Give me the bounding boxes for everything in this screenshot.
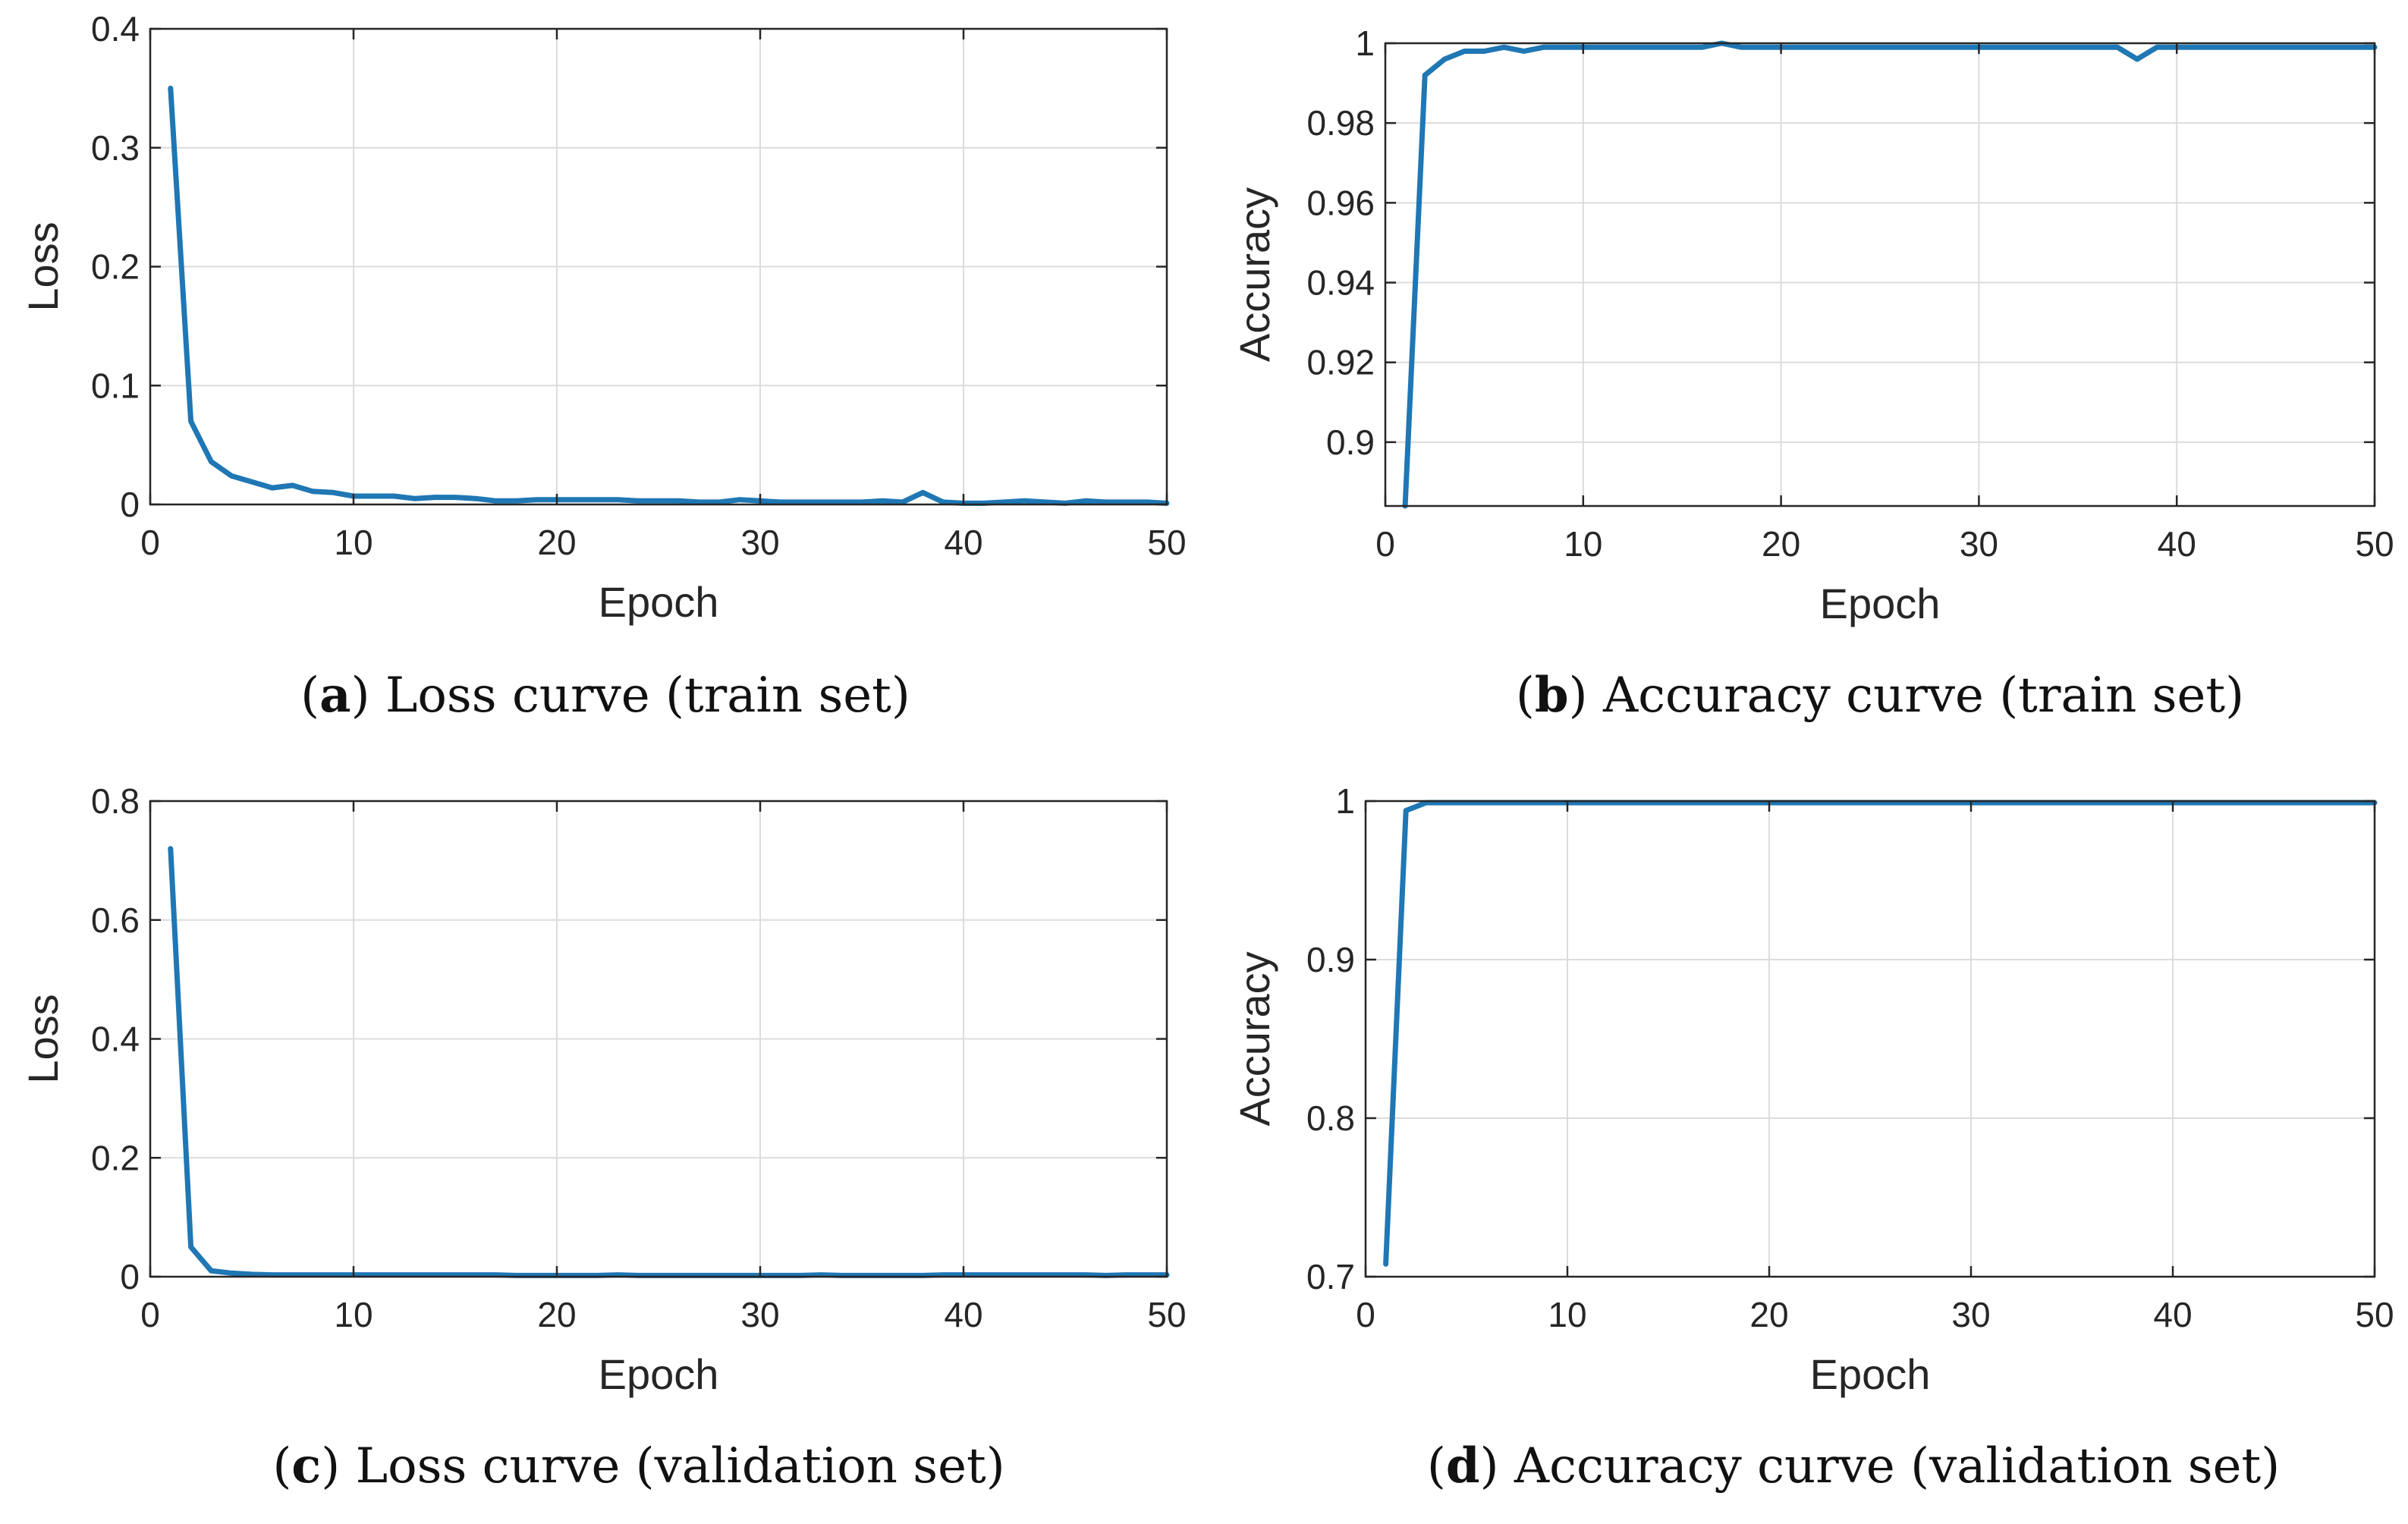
x-tick-label: 20 xyxy=(1749,1295,1788,1334)
x-tick-label: 0 xyxy=(140,523,160,562)
x-tick-label: 40 xyxy=(944,1295,982,1334)
x-tick-label: 40 xyxy=(944,523,982,562)
subfigure-caption: (b) Accuracy curve (train set) xyxy=(1516,667,2244,724)
axes-box xyxy=(1364,800,2376,1278)
y-tick-label: 0.4 xyxy=(91,1020,140,1059)
x-tick-label: 0 xyxy=(1356,1295,1375,1334)
y-axis-title: Loss xyxy=(19,994,67,1083)
y-tick-label: 0.6 xyxy=(91,900,140,940)
subfigure-caption: (c) Loss curve (validation set) xyxy=(272,1438,1004,1494)
x-tick-label: 20 xyxy=(537,1295,576,1334)
x-tick-label: 30 xyxy=(740,523,779,562)
series-line xyxy=(168,85,1170,506)
y-axis-title: Accuracy xyxy=(1231,951,1278,1126)
x-tick-label: 10 xyxy=(1564,524,1602,564)
x-tick-label: 20 xyxy=(1762,524,1800,564)
x-tick-label: 40 xyxy=(2158,524,2196,564)
panel-d-accuracy-validation: 0 10 20 30 40 50 0.7 0.8 0.9 1 Epoch Accuracy (d) Ac… xyxy=(1231,781,2394,1494)
y-axis-title: Loss xyxy=(19,222,67,311)
x-tick-label: 0 xyxy=(1375,524,1395,564)
x-tick-label: 50 xyxy=(1147,1295,1186,1334)
panel-a-loss-train: 0 10 20 30 40 50 0 0.1 0.2 0.3 0.4 Epoch Loss (a) Los… xyxy=(19,9,1187,724)
y-tick-label: 0.9 xyxy=(1306,940,1355,979)
y-tick-label: 0.8 xyxy=(1306,1098,1355,1138)
plot-area xyxy=(1366,801,2375,1277)
x-tick-label: 20 xyxy=(537,523,576,562)
x-tick-label: 30 xyxy=(740,1295,779,1334)
x-tick-label: 50 xyxy=(2355,524,2394,564)
y-tick-label: 0.3 xyxy=(91,128,140,168)
y-tick-label: 0.7 xyxy=(1306,1257,1355,1296)
y-tick-label: 0.2 xyxy=(91,1138,140,1177)
y-tick-label: 0.9 xyxy=(1326,423,1375,462)
subfigure-caption: (a) Loss curve (train set) xyxy=(300,667,910,724)
y-tick-label: 0.92 xyxy=(1306,343,1375,382)
x-axis-title: Epoch xyxy=(1820,580,1941,627)
x-tick-label: 10 xyxy=(334,523,373,562)
y-tick-label: 0 xyxy=(120,1257,140,1296)
x-tick-label: 0 xyxy=(140,1295,160,1334)
y-tick-label: 0.98 xyxy=(1306,103,1375,143)
x-axis-title: Epoch xyxy=(599,578,719,626)
y-tick-label: 1 xyxy=(1335,781,1355,821)
series-line xyxy=(168,846,1170,1278)
subfigure-caption: (d) Accuracy curve (validation set) xyxy=(1427,1438,2280,1494)
panel-c-loss-validation: 0 10 20 30 40 50 0 0.2 0.4 0.6 0.8 Epoch Loss (c) Los… xyxy=(19,781,1187,1494)
series-line xyxy=(1383,800,2378,1267)
axes-box xyxy=(1384,42,2376,507)
plot-area xyxy=(1385,43,2375,506)
y-tick-label: 0.1 xyxy=(91,366,140,405)
y-axis-title: Accuracy xyxy=(1231,187,1278,362)
x-axis-title: Epoch xyxy=(599,1350,719,1398)
x-tick-label: 30 xyxy=(1951,1295,1990,1334)
y-tick-label: 1 xyxy=(1355,24,1375,63)
y-tick-label: 0.94 xyxy=(1306,263,1375,303)
x-axis-title: Epoch xyxy=(1810,1350,1931,1398)
panel-b-accuracy-train: 0 10 20 30 40 50 0.9 0.92 0.94 0.96 0.98 1 Epoch Accu… xyxy=(1231,24,2394,724)
y-tick-label: 0.8 xyxy=(91,781,140,821)
y-tick-label: 0.2 xyxy=(91,247,140,287)
x-tick-label: 30 xyxy=(1960,524,1998,564)
y-tick-label: 0.96 xyxy=(1306,183,1375,222)
y-tick-label: 0 xyxy=(120,485,140,524)
series-line xyxy=(1402,40,2378,509)
y-tick-label: 0.4 xyxy=(91,9,140,49)
x-tick-label: 50 xyxy=(1147,523,1186,562)
x-tick-label: 10 xyxy=(334,1295,373,1334)
x-tick-label: 40 xyxy=(2153,1295,2192,1334)
x-tick-label: 50 xyxy=(2355,1295,2394,1334)
x-tick-label: 10 xyxy=(1548,1295,1586,1334)
